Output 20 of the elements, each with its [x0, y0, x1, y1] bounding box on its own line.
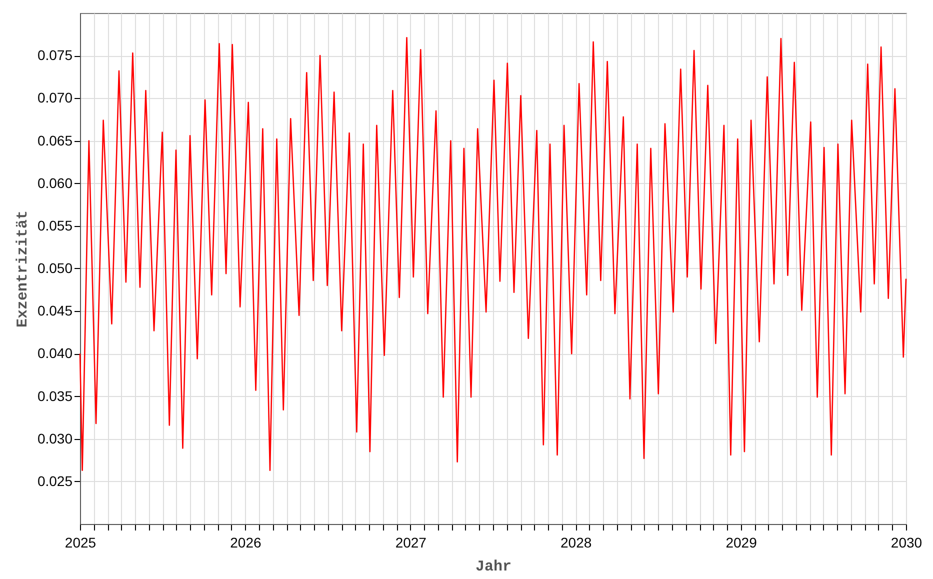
x-tick-label: 2028 [560, 534, 592, 550]
y-tick-label: 0.025 [37, 472, 73, 489]
y-tick-label: 0.030 [37, 430, 73, 446]
x-axis-title: Jahr [475, 558, 512, 576]
y-tick-label: 0.040 [37, 345, 73, 362]
x-tick-label: 2026 [230, 534, 262, 550]
y-tick-label: 0.050 [37, 260, 73, 276]
x-tick-label: 2025 [64, 534, 96, 550]
x-tick-label: 2029 [726, 534, 758, 550]
x-tick-label: 2027 [395, 534, 427, 550]
y-tick-label: 0.055 [37, 217, 73, 234]
y-tick-label: 0.045 [37, 302, 73, 319]
y-tick-label: 0.065 [37, 132, 73, 148]
y-tick-label: 0.070 [37, 90, 73, 106]
y-axis-title: Exzentrizität [14, 210, 32, 328]
x-tick-label: 2030 [890, 534, 922, 550]
y-tick-label: 0.075 [37, 47, 73, 64]
y-tick-label: 0.035 [37, 388, 73, 404]
y-tick-label: 0.060 [37, 174, 73, 191]
line-series [79, 37, 907, 471]
